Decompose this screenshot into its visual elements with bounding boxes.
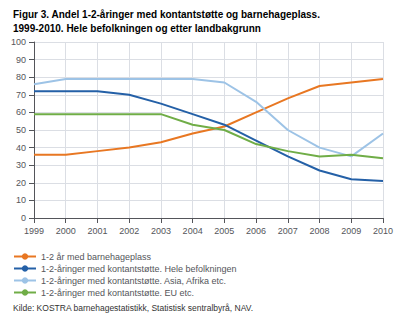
svg-text:2001: 2001 (87, 226, 107, 236)
svg-text:2004: 2004 (183, 226, 203, 236)
svg-text:10: 10 (16, 195, 26, 205)
svg-text:0: 0 (21, 213, 26, 223)
svg-text:20: 20 (16, 178, 26, 188)
svg-text:1999-2010. Hele befolkningen o: 1999-2010. Hele befolkningen og etter la… (13, 23, 261, 34)
svg-text:Figur 3. Andel 1-2-åringer med: Figur 3. Andel 1-2-åringer med kontantst… (13, 9, 320, 20)
svg-text:2003: 2003 (151, 226, 171, 236)
svg-text:1-2-åringer med kontantstøtte.: 1-2-åringer med kontantstøtte. Hele befo… (41, 264, 237, 274)
svg-text:60: 60 (16, 107, 26, 117)
svg-text:1-2-åringer med kontantstøtte.: 1-2-åringer med kontantstøtte. Asia, Afr… (41, 276, 226, 286)
svg-text:90: 90 (16, 55, 26, 65)
svg-text:1-2-åringer med kontantstøtte.: 1-2-åringer med kontantstøtte. EU etc. (41, 288, 194, 298)
svg-text:2002: 2002 (119, 226, 139, 236)
svg-text:80: 80 (16, 72, 26, 82)
svg-text:100: 100 (11, 37, 26, 47)
svg-text:2000: 2000 (56, 226, 76, 236)
svg-text:70: 70 (16, 90, 26, 100)
svg-text:1999: 1999 (24, 226, 44, 236)
svg-text:1-2 år med barnehageplass: 1-2 år med barnehageplass (41, 252, 152, 262)
svg-text:2009: 2009 (341, 226, 361, 236)
svg-text:2010: 2010 (373, 226, 393, 236)
svg-text:2008: 2008 (310, 226, 330, 236)
svg-text:2007: 2007 (278, 226, 298, 236)
svg-text:50: 50 (16, 125, 26, 135)
svg-text:30: 30 (16, 160, 26, 170)
svg-text:2006: 2006 (246, 226, 266, 236)
svg-text:2005: 2005 (214, 226, 234, 236)
svg-text:Kilde: KOSTRA barnehagestatist: Kilde: KOSTRA barnehagestatistikk, Stati… (13, 303, 253, 313)
svg-text:40: 40 (16, 143, 26, 153)
